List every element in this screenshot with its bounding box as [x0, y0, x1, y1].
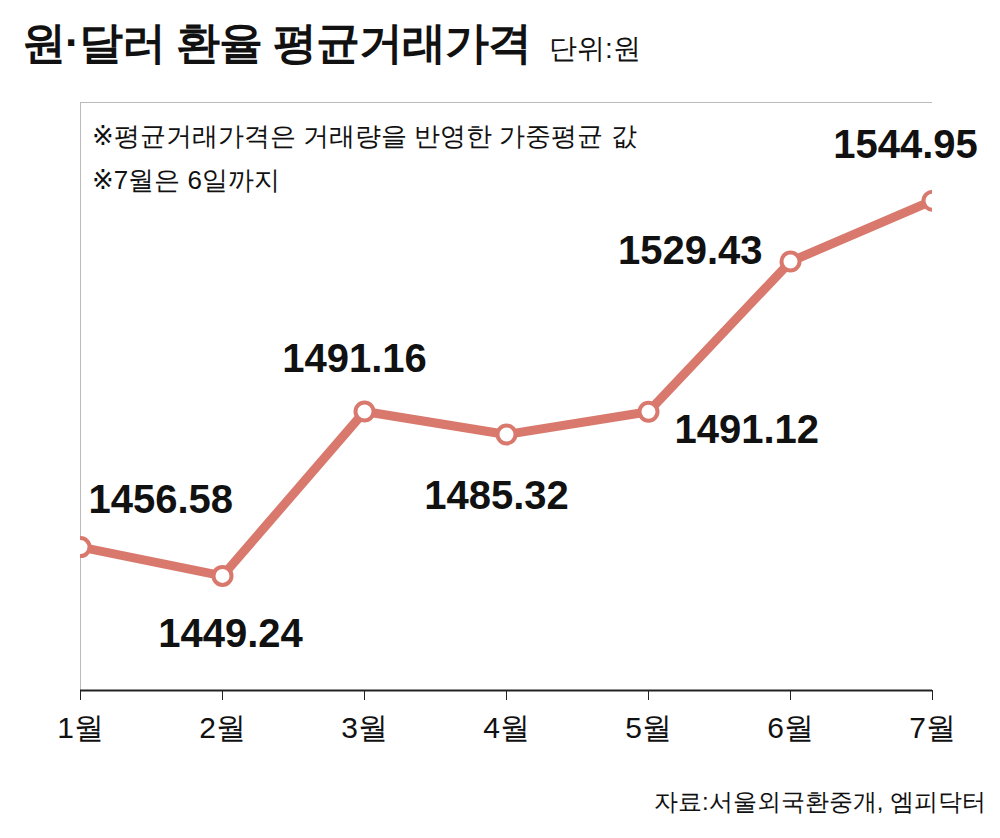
svg-text:1529.43: 1529.43: [618, 228, 763, 272]
html-text:원·달러 환율 평균거래가격: 원·달러 환율 평균거래가격: [22, 18, 532, 67]
svg-text:6월: 6월: [767, 711, 814, 744]
svg-text:3월: 3월: [341, 711, 388, 744]
svg-text:4월: 4월: [483, 711, 530, 744]
html-text:자료:서울외국환중개, 엠피닥터: 자료:서울외국환중개, 엠피닥터: [654, 788, 986, 815]
svg-text:1449.24: 1449.24: [158, 611, 303, 655]
html-text:※평균거래가격은 거래량을 반영한 가중평균 값: ※평균거래가격은 거래량을 반영한 가중평균 값: [92, 121, 637, 151]
svg-text:1456.58: 1456.58: [89, 477, 234, 521]
svg-text:1544.95: 1544.95: [833, 121, 978, 165]
html-text:※7월은 6일까지: ※7월은 6일까지: [92, 165, 280, 195]
svg-text:1491.16: 1491.16: [282, 336, 427, 380]
svg-text:7월: 7월: [909, 711, 956, 744]
svg-text:2월: 2월: [199, 711, 246, 744]
svg-text:1491.12: 1491.12: [675, 407, 820, 451]
html-text:단위:원: 단위:원: [549, 33, 641, 64]
svg-text:5월: 5월: [625, 711, 672, 744]
svg-text:1485.32: 1485.32: [424, 473, 569, 517]
svg-text:1월: 1월: [57, 711, 104, 744]
